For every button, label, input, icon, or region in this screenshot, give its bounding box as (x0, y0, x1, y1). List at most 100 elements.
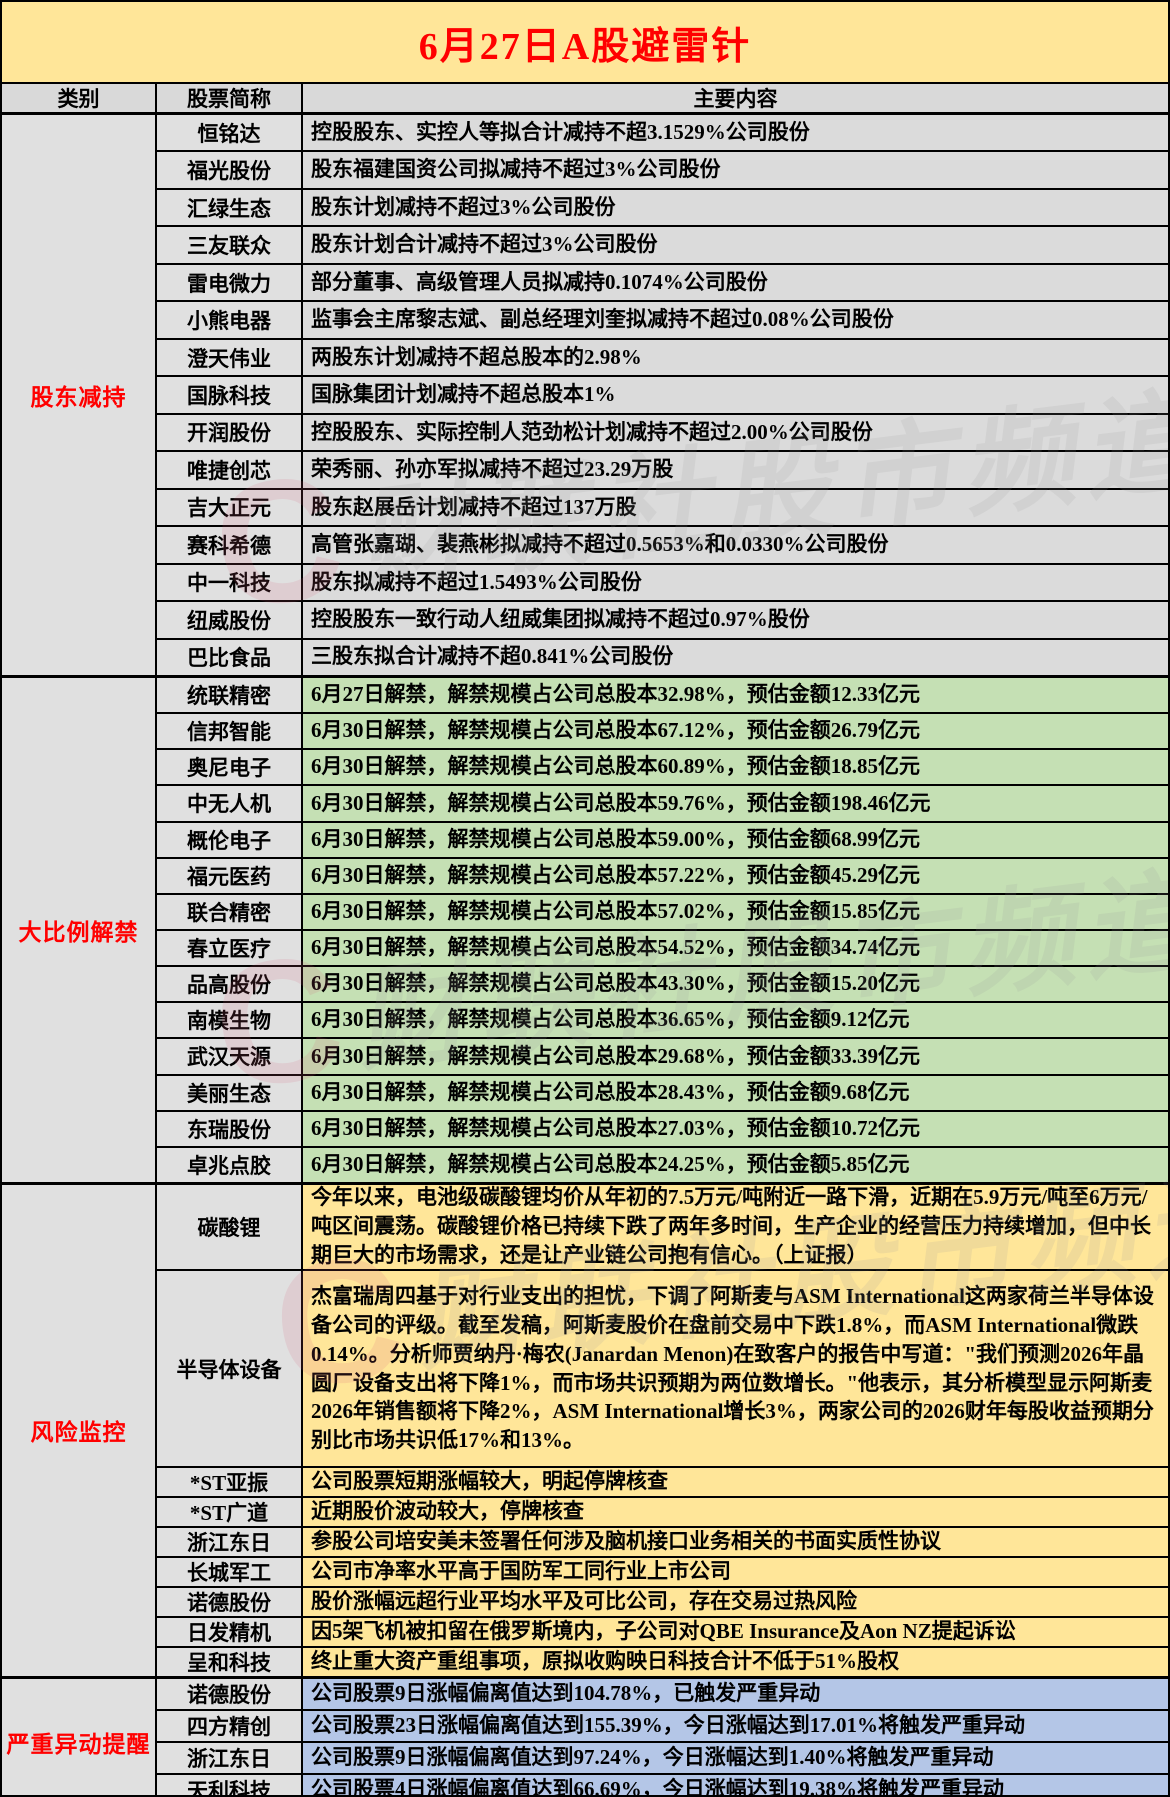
stock-name-cell: 中一科技 (157, 564, 303, 601)
table-row: 武汉天源 6月30日解禁，解禁规模占公司总股本29.68%，预估金额33.39亿元 (157, 1037, 1168, 1074)
stock-name: 信邦智能 (187, 720, 271, 745)
content-cell: 股东计划减持不超过3%公司股份 (303, 189, 1168, 226)
content-text: 两股东计划减持不超总股本的2.98% (311, 344, 642, 369)
stock-name-cell: 卓兆点胶 (157, 1147, 303, 1182)
stock-name-cell: 信邦智能 (157, 714, 303, 749)
content-cell: 股东拟减持不超过1.5493%公司股份 (303, 564, 1168, 601)
table-row: 品高股份 6月30日解禁，解禁规模占公司总股本43.30%，预估金额15.20亿元 (157, 965, 1168, 1002)
stock-name-cell: 美丽生态 (157, 1075, 303, 1110)
table-row: 日发精机 因5架飞机被扣留在俄罗斯境内，子公司对QBE Insurance及Aon… (157, 1615, 1168, 1646)
table-row: *ST广道 近期股价波动较大，停牌核查 (157, 1496, 1168, 1527)
table-row: 小熊电器 监事会主席黎志斌、副总经理刘奎拟减持不超过0.08%公司股份 (157, 300, 1168, 338)
stock-name: 美丽生态 (187, 1081, 271, 1106)
content-cell: 6月30日解禁，解禁规模占公司总股本60.89%，预估金额18.85亿元 (303, 750, 1168, 785)
content-cell: 荣秀丽、孙亦军拟减持不超过23.29万股 (303, 452, 1168, 488)
title-bar: 6月27日A股避雷针 (2, 2, 1168, 84)
content-cell: 近期股价波动较大，停牌核查 (303, 1498, 1168, 1527)
content-text: 股东福建国资公司拟减持不超过3%公司股份 (311, 157, 721, 182)
stock-name: 统联精密 (187, 684, 271, 709)
stock-name-cell: 恒铭达 (157, 115, 303, 151)
table-row: 概伦电子 6月30日解禁，解禁规模占公司总股本59.00%，预估金额68.99亿元 (157, 820, 1168, 857)
stock-name: 三友联众 (187, 234, 271, 259)
stock-name: 长城军工 (187, 1560, 271, 1585)
table-row: 长城军工 公司市净率水平高于国防军工同行业上市公司 (157, 1556, 1168, 1586)
category-label: 风险监控 (30, 1420, 127, 1446)
content-text: 公司股票9日涨幅偏离值达到97.24%，今日涨幅达到1.40%将触发严重异动 (311, 1744, 994, 1769)
table-row: 福光股份 股东福建国资公司拟减持不超过3%公司股份 (157, 150, 1168, 188)
content-cell: 今年以来，电池级碳酸锂均价从年初的7.5万元/吨附近一路下滑，近期在5.9万元/… (303, 1185, 1168, 1269)
category-cell: 风险监控 (2, 1185, 157, 1676)
stock-name-cell: 澄天伟业 (157, 339, 303, 376)
table-row: 福元医药 6月30日解禁，解禁规模占公司总股本57.22%，预估金额45.29亿元 (157, 856, 1168, 893)
stock-name: 国脉科技 (187, 384, 271, 409)
stock-name-cell: 南模生物 (157, 1003, 303, 1038)
stock-name-cell: 小熊电器 (157, 302, 303, 338)
content-text: 6月30日解禁，解禁规模占公司总股本57.02%，预估金额15.85亿元 (311, 899, 920, 924)
content-text: 6月30日解禁，解禁规模占公司总股本43.30%，预估金额15.20亿元 (311, 971, 920, 996)
content-cell: 6月30日解禁，解禁规模占公司总股本28.43%，预估金额9.68亿元 (303, 1075, 1168, 1110)
stock-name-cell: *ST亚振 (157, 1468, 303, 1497)
stock-name-cell: 汇绿生态 (157, 189, 303, 226)
table-row: 春立医疗 6月30日解禁，解禁规模占公司总股本54.52%，预估金额34.74亿元 (157, 928, 1168, 966)
content-text: 控股股东、实际控制人范劲松计划减持不超过2.00%公司股份 (311, 419, 873, 444)
content-cell: 杰富瑞周四基于对行业支出的担忧，下调了阿斯麦与ASM International… (303, 1270, 1168, 1467)
header-cell-content: 主要内容 (303, 84, 1168, 112)
content-text: 公司股票23日涨幅偏离值达到155.39%，今日涨幅达到17.01%将触发严重异… (311, 1712, 1025, 1737)
section-shareholder-reduction: 股东减持 恒铭达 控股股东、实控人等拟合计减持不超3.1529%公司股份 福光股份股… (2, 115, 1168, 676)
category-label: 大比例解禁 (18, 920, 139, 945)
stock-name-cell: 概伦电子 (157, 822, 303, 857)
content-cell: 6月27日解禁，解禁规模占公司总股本32.98%，预估金额12.33亿元 (303, 678, 1168, 713)
content-text: 荣秀丽、孙亦军拟减持不超过23.29万股 (311, 457, 674, 482)
table-row: 美丽生态 6月30日解禁，解禁规模占公司总股本28.43%，预估金额9.68亿元 (157, 1073, 1168, 1110)
stock-name: 天利科技 (187, 1778, 271, 1797)
stock-name: 中无人机 (187, 792, 271, 817)
content-cell: 公司股票23日涨幅偏离值达到155.39%，今日涨幅达到17.01%将触发严重异… (303, 1710, 1168, 1741)
stock-name: 碳酸锂 (197, 1215, 261, 1240)
table-row: 信邦智能 6月30日解禁，解禁规模占公司总股本67.12%，预估金额26.79亿元 (157, 712, 1168, 749)
table-row: 呈和科技 终止重大资产重组事项，原拟收购映日科技合计不低于51%股权 (157, 1645, 1168, 1676)
table-row: 天利科技 公司股票4日涨幅偏离值达到66.69%，今日涨幅达到19.38%将触发严… (157, 1772, 1168, 1797)
content-text: 公司股票9日涨幅偏离值达到104.78%，已触发严重异动 (311, 1680, 821, 1705)
stock-name: 开润股份 (187, 421, 271, 446)
stock-name: 纽威股份 (187, 608, 271, 633)
table-row: 东瑞股份 6月30日解禁，解禁规模占公司总股本27.03%，预估金额10.72亿元 (157, 1109, 1168, 1146)
stock-name-cell: 日发精机 (157, 1617, 303, 1646)
content-text: 公司股票4日涨幅偏离值达到66.69%，今日涨幅达到19.38%将触发严重异动 (311, 1776, 1004, 1797)
content-text: 6月30日解禁，解禁规模占公司总股本54.52%，预估金额34.74亿元 (311, 935, 920, 960)
stock-name: 诺德股份 (187, 1682, 271, 1707)
stock-name-cell: 中无人机 (157, 786, 303, 821)
stock-name: 联合精密 (187, 900, 271, 925)
header-cell-stock: 股票简称 (157, 84, 303, 112)
content-text: 高管张嘉瑚、裴燕彬拟减持不超过0.5653%和0.0330%公司股份 (311, 532, 889, 557)
content-cell: 公司股票短期涨幅较大，明起停牌核查 (303, 1468, 1168, 1497)
section-large-unlock: 大比例解禁 统联精密 6月27日解禁，解禁规模占公司总股本32.98%，预估金额1… (2, 675, 1168, 1182)
content-text: 6月30日解禁，解禁规模占公司总股本67.12%，预估金额26.79亿元 (311, 718, 920, 743)
stock-name-cell: 浙江东日 (157, 1528, 303, 1557)
stock-name-cell: 天利科技 (157, 1774, 303, 1797)
content-text: 6月30日解禁，解禁规模占公司总股本57.22%，预估金额45.29亿元 (311, 862, 920, 887)
table-row: 中一科技 股东拟减持不超过1.5493%公司股份 (157, 562, 1168, 601)
content-cell: 参股公司培安美未签署任何涉及脑机接口业务相关的书面实质性协议 (303, 1528, 1168, 1557)
table-row: 统联精密 6月27日解禁，解禁规模占公司总股本32.98%，预估金额12.33亿元 (157, 678, 1168, 713)
header-row: 类别 股票简称 主要内容 (2, 84, 1168, 115)
table-row: 国脉科技 国脉集团计划减持不超总股本1% (157, 375, 1168, 413)
stock-name-cell: 诺德股份 (157, 1587, 303, 1616)
content-cell: 6月30日解禁，解禁规模占公司总股本36.65%，预估金额9.12亿元 (303, 1003, 1168, 1038)
stock-name-cell: 开润股份 (157, 414, 303, 451)
content-text: 6月30日解禁，解禁规模占公司总股本27.03%，预估金额10.72亿元 (311, 1115, 920, 1140)
stock-name-cell: 春立医疗 (157, 930, 303, 966)
content-text: 参股公司培安美未签署任何涉及脑机接口业务相关的书面实质性协议 (311, 1529, 941, 1554)
content-text: 终止重大资产重组事项，原拟收购映日科技合计不低于51%股权 (311, 1648, 899, 1673)
stock-name-cell: 碳酸锂 (157, 1185, 303, 1269)
content-text: 股价涨幅远超行业平均水平及可比公司，存在交易过热风险 (311, 1589, 857, 1614)
table-row: 半导体设备 杰富瑞周四基于对行业支出的担忧，下调了阿斯麦与ASM Internat… (157, 1268, 1168, 1467)
content-cell: 公司股票9日涨幅偏离值达到104.78%，已触发严重异动 (303, 1678, 1168, 1709)
table-row: 诺德股份 股价涨幅远超行业平均水平及可比公司，存在交易过热风险 (157, 1585, 1168, 1616)
stock-name: 汇绿生态 (187, 196, 271, 221)
content-cell: 三股东拟合计减持不超0.841%公司股份 (303, 639, 1168, 676)
stock-name-cell: 赛科希德 (157, 527, 303, 563)
content-text: 6月30日解禁，解禁规模占公司总股本28.43%，预估金额9.68亿元 (311, 1079, 910, 1104)
stock-name: *ST亚振 (189, 1471, 269, 1496)
stock-name: 小熊电器 (187, 309, 271, 334)
